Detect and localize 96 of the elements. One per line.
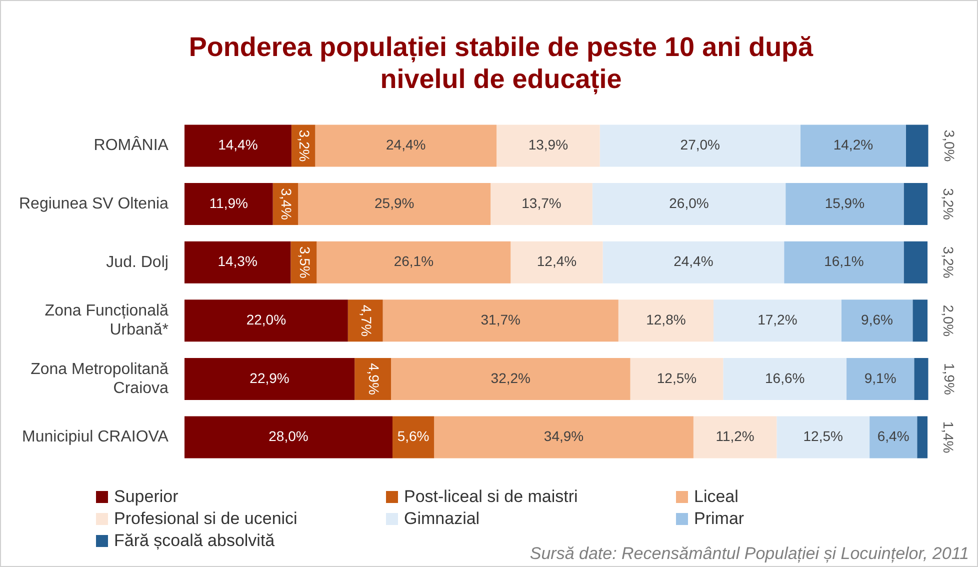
- data-label: 17,2%: [758, 312, 798, 328]
- y-tick-label: Zona Metropolitană Craiova: [30, 360, 169, 397]
- data-label: 16,1%: [824, 253, 864, 270]
- data-label: 27,0%: [680, 136, 720, 153]
- bar: [917, 416, 928, 458]
- data-label: 4,7%: [358, 304, 375, 337]
- data-label: 24,4%: [386, 136, 426, 153]
- bar: [841, 300, 913, 342]
- y-tick-label: ROMÂNIA: [94, 136, 169, 154]
- data-label: 12,5%: [803, 428, 843, 444]
- bar: [391, 358, 630, 400]
- bar: [776, 416, 870, 458]
- bar: [490, 183, 592, 226]
- data-label: 12,5%: [656, 370, 697, 386]
- data-label: 9,6%: [861, 312, 893, 328]
- data-label: 15,9%: [824, 194, 865, 211]
- bar: [184, 124, 292, 167]
- legend-label: Primar: [694, 509, 744, 529]
- chart-title: Ponderea populației stabile de peste 10 ani după nivelul de educație: [188, 31, 814, 95]
- data-label: 5,6%: [397, 428, 430, 444]
- legend-label: Liceal: [694, 487, 738, 507]
- data-label: 4,9%: [366, 362, 382, 395]
- data-label: 3,2%: [296, 130, 312, 162]
- bar: [510, 241, 603, 284]
- bar: [846, 358, 914, 400]
- data-label: 28,0%: [268, 428, 308, 444]
- bar: [354, 358, 392, 400]
- bar: [184, 416, 392, 458]
- bar: [602, 241, 784, 284]
- bar: [630, 358, 724, 400]
- bar: [784, 241, 904, 284]
- data-label: 11,9%: [209, 194, 248, 211]
- data-label: 9,1%: [864, 370, 896, 386]
- data-label: 14,3%: [218, 253, 258, 270]
- data-label: 13,7%: [522, 194, 562, 211]
- data-label: 3,5%: [296, 246, 313, 278]
- bar: [348, 300, 383, 342]
- bar: [600, 124, 800, 167]
- y-tick-label: Zona Funcțională Urbană*: [44, 302, 169, 339]
- bar: [298, 183, 491, 226]
- legend-label: Gimnazial: [404, 509, 480, 529]
- data-label: 3,2%: [940, 188, 957, 220]
- data-label: 32,2%: [490, 370, 530, 386]
- bar: [382, 300, 618, 342]
- bar: [496, 124, 600, 167]
- data-label: 31,7%: [480, 312, 520, 328]
- bar: [693, 416, 777, 458]
- bar: [714, 300, 842, 342]
- data-label: 6,4%: [877, 428, 910, 444]
- bar: [592, 183, 786, 226]
- legend-label: Profesional si de ucenici: [114, 509, 298, 529]
- data-label: 22,0%: [246, 312, 286, 328]
- data-label: 12,4%: [536, 253, 577, 270]
- bar: [434, 416, 694, 458]
- data-label: 16,6%: [764, 370, 805, 386]
- data-label: 2,0%: [940, 304, 957, 337]
- data-label: 11,2%: [716, 428, 754, 444]
- bar: [723, 358, 847, 400]
- bar: [618, 300, 714, 342]
- bar: [392, 416, 434, 458]
- bar: [914, 358, 928, 400]
- bar: [184, 300, 348, 342]
- bar: [906, 124, 928, 167]
- data-label: 3,0%: [941, 130, 958, 162]
- data-label: 26,1%: [394, 253, 434, 270]
- bar: [870, 416, 918, 458]
- bar: [904, 241, 928, 284]
- data-label: 34,9%: [544, 428, 584, 444]
- legend-label: Fără școală absolvită: [114, 531, 275, 551]
- bar: [786, 183, 904, 226]
- y-tick-label: Jud. Dolj: [106, 254, 168, 271]
- data-label: 25,9%: [374, 194, 414, 211]
- bar: [184, 358, 355, 400]
- data-label: 26,0%: [669, 194, 709, 211]
- bar: [800, 124, 906, 167]
- bar: [315, 124, 497, 167]
- data-label: 12,8%: [646, 312, 686, 328]
- data-label: 13,9%: [528, 136, 568, 153]
- legend-label: Superior: [114, 487, 178, 507]
- data-label: 3,4%: [278, 188, 295, 220]
- data-label: 14,4%: [218, 136, 258, 153]
- data-label: 1,9%: [941, 362, 958, 395]
- data-label: 1,4%: [940, 421, 957, 454]
- bar: [184, 241, 291, 284]
- data-label: 3,2%: [940, 246, 957, 278]
- legend-label: Post-liceal si de maistri: [404, 487, 578, 507]
- y-tick-label: Regiunea SV Oltenia: [18, 195, 169, 212]
- text: Sursă date: Recensământul Populației și Locuințelor, 2011: [530, 544, 969, 564]
- y-tick-label: Municipiul CRAIOVA: [22, 428, 169, 446]
- data-label: 22,9%: [250, 370, 290, 386]
- data-label: 24,4%: [674, 253, 714, 270]
- bar: [184, 183, 273, 226]
- bar: [904, 183, 928, 226]
- data-label: 14,2%: [833, 136, 874, 153]
- bar: [316, 241, 511, 284]
- bar: [912, 300, 928, 342]
